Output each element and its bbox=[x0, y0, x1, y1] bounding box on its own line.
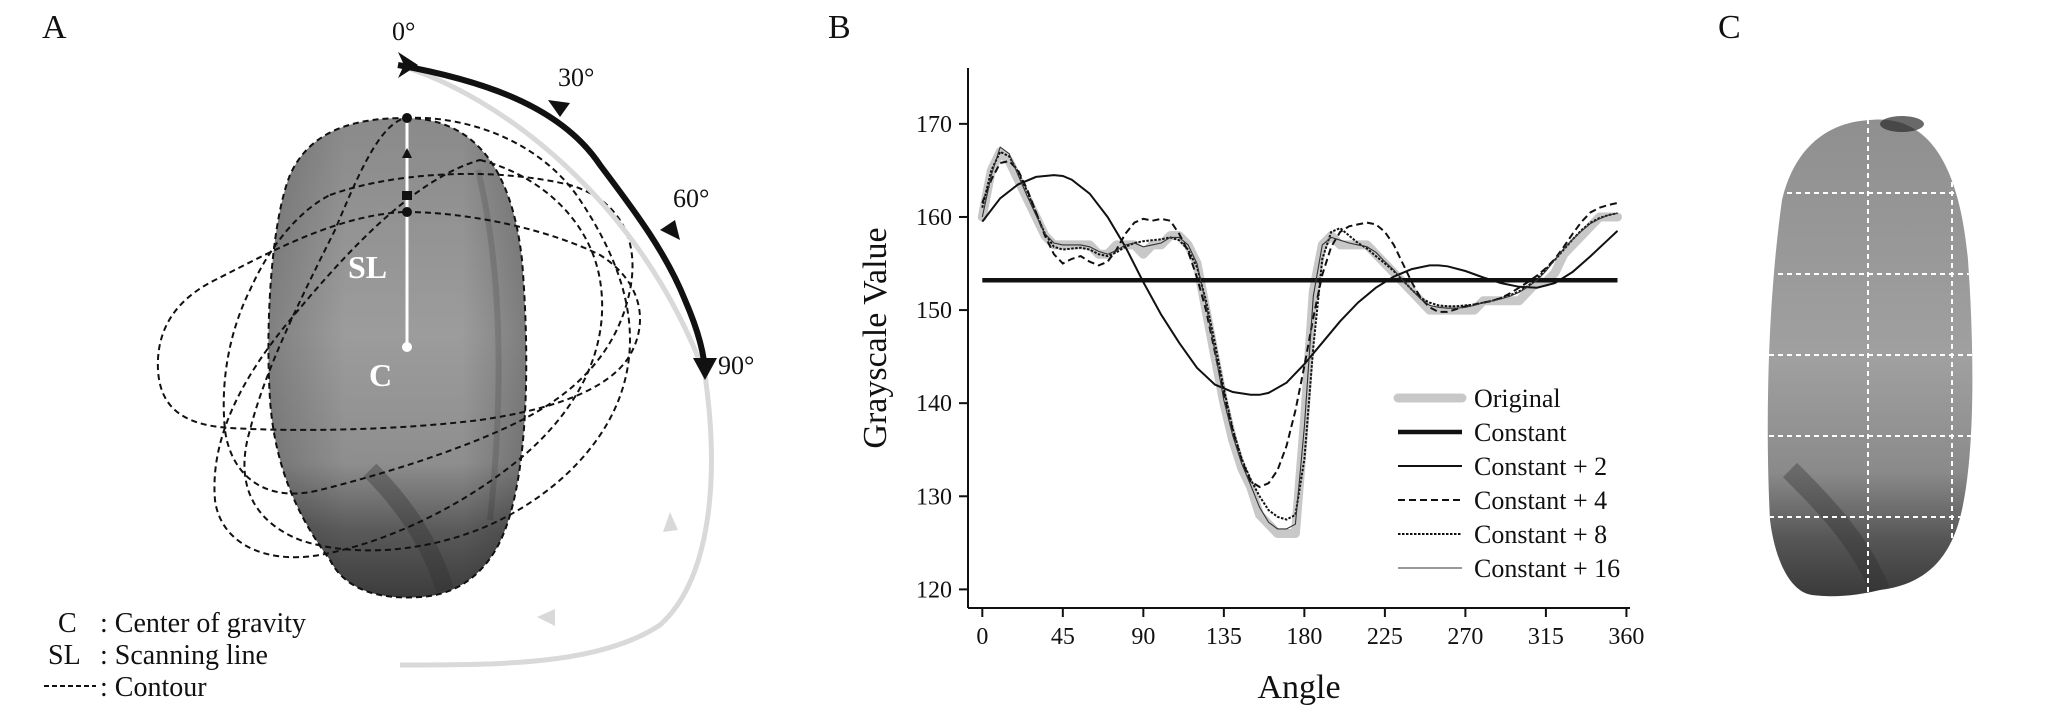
y-tick-label: 140 bbox=[916, 391, 952, 417]
panel-a: A SL C bbox=[42, 9, 754, 703]
x-tick-label: 270 bbox=[1447, 624, 1483, 650]
panel-b-letter: B bbox=[828, 9, 851, 46]
x-tick-label: 360 bbox=[1608, 624, 1644, 650]
legend-label: Constant + 16 bbox=[1474, 554, 1620, 583]
y-tick-label: 120 bbox=[916, 577, 952, 603]
c-label: C bbox=[369, 357, 392, 393]
x-tick-label: 0 bbox=[976, 624, 988, 650]
dot-marker bbox=[402, 207, 412, 217]
y-axis-title: Grayscale Value bbox=[857, 227, 894, 448]
key-text-c: : Center of gravity bbox=[100, 608, 306, 639]
panel-c-letter: C bbox=[1718, 9, 1741, 46]
angle-label-60: 60° bbox=[673, 184, 709, 213]
faded-arrowhead-1 bbox=[663, 512, 678, 532]
contour-0deg bbox=[267, 116, 528, 599]
contour-30deg bbox=[243, 116, 631, 552]
square-marker bbox=[402, 191, 412, 200]
series-line-constant-2 bbox=[981, 174, 1619, 396]
key-symbol-sl: SL bbox=[48, 640, 81, 671]
x-tick-label: 315 bbox=[1528, 624, 1564, 650]
legend-label: Constant + 4 bbox=[1474, 486, 1607, 515]
x-tick-label: 45 bbox=[1051, 624, 1075, 650]
triangle-marker bbox=[402, 148, 412, 158]
rotation-arc bbox=[397, 52, 717, 668]
panel-c: C bbox=[1718, 9, 1973, 597]
y-tick-label: 170 bbox=[916, 112, 952, 138]
angle-label-30: 30° bbox=[558, 63, 594, 92]
panel-b: B 0 45 90 135 180 225 270 315 360 120 130 140 150 160… bbox=[828, 9, 1644, 706]
angle-label-0: 0° bbox=[392, 17, 415, 46]
arrowhead-90 bbox=[693, 358, 717, 380]
contour-60deg bbox=[222, 172, 634, 495]
y-tick-label: 130 bbox=[916, 484, 952, 510]
x-axis-title: Angle bbox=[1257, 669, 1340, 706]
key-text-sl: : Scanning line bbox=[100, 640, 268, 671]
grayscale-chart: 0 45 90 135 180 225 270 315 360 120 130 140 150 160 17… bbox=[857, 68, 1644, 706]
x-tick-label: 225 bbox=[1367, 624, 1403, 650]
angle-label-90: 90° bbox=[718, 351, 754, 380]
arrowhead-30 bbox=[548, 100, 570, 117]
seed-image-a bbox=[268, 118, 527, 598]
contour-intersection-marker bbox=[402, 113, 412, 123]
series-line-constant-4 bbox=[981, 160, 1618, 489]
seed-grid bbox=[1767, 119, 1973, 597]
seed-tip bbox=[1880, 116, 1924, 132]
black-arc bbox=[397, 62, 708, 376]
start-arrowhead bbox=[398, 52, 418, 78]
seed-image-c bbox=[1767, 116, 1973, 597]
x-tick-label: 135 bbox=[1206, 624, 1242, 650]
legend-label: Constant + 2 bbox=[1474, 452, 1607, 481]
legend-label: Constant + 8 bbox=[1474, 520, 1607, 549]
scanning-line bbox=[402, 113, 412, 352]
panel-a-key: C : Center of gravity SL : Scanning line… bbox=[44, 608, 306, 703]
panel-a-letter: A bbox=[42, 9, 67, 46]
y-tick-label: 150 bbox=[916, 298, 952, 324]
y-tick-label: 160 bbox=[916, 205, 952, 231]
faded-arrowhead-2 bbox=[537, 609, 555, 626]
legend-label: Original bbox=[1474, 384, 1561, 413]
series-line-constant-16 bbox=[981, 146, 1618, 530]
key-symbol-c: C bbox=[58, 608, 77, 639]
key-text-contour: : Contour bbox=[100, 672, 207, 703]
legend-label: Constant bbox=[1474, 418, 1567, 447]
x-tick-label: 90 bbox=[1131, 624, 1155, 650]
rotated-contours bbox=[156, 116, 641, 599]
center-of-gravity-dot bbox=[402, 342, 412, 352]
contour-90deg bbox=[156, 210, 641, 431]
x-tick-label: 180 bbox=[1286, 624, 1322, 650]
series-line-constant-8 bbox=[981, 150, 1618, 521]
faded-arc bbox=[397, 62, 714, 668]
sl-label: SL bbox=[348, 249, 387, 285]
arrowhead-60 bbox=[660, 220, 680, 240]
